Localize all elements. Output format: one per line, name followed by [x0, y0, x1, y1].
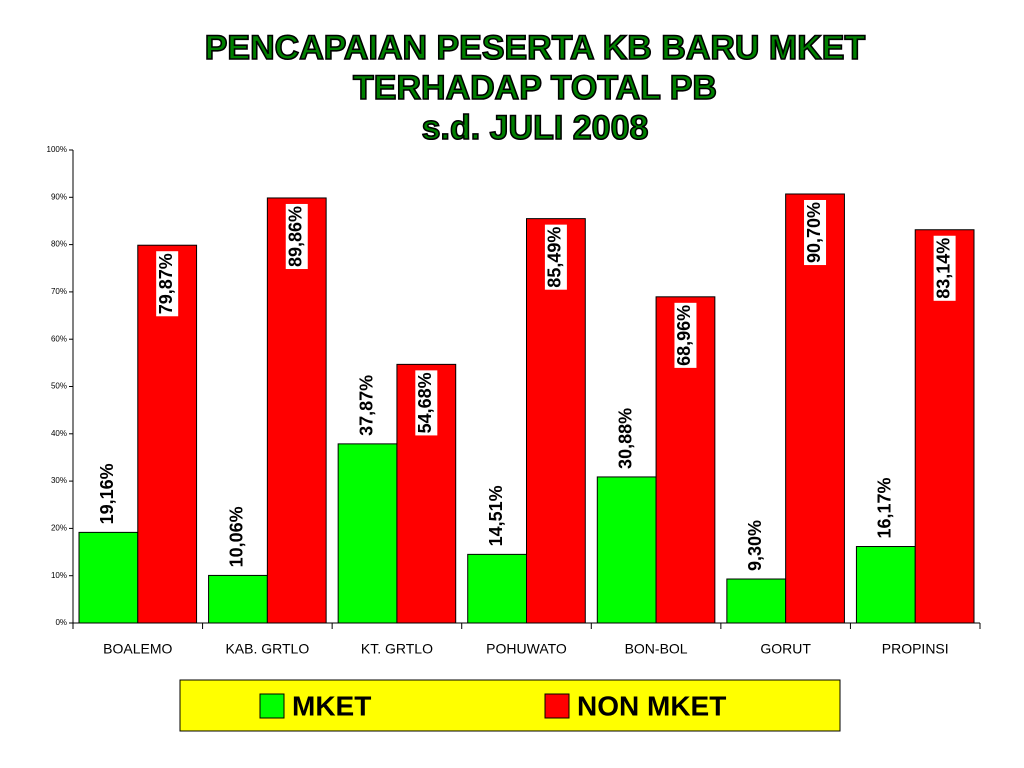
bar	[78, 531, 139, 624]
value-label: 85,49%	[545, 227, 565, 288]
value-label-group: 68,96%	[674, 302, 697, 368]
y-tick-label: 10%	[51, 571, 67, 580]
legend-box	[179, 679, 841, 732]
value-label: 14,51%	[486, 485, 506, 546]
value-label-background	[544, 224, 567, 290]
value-label-background	[674, 302, 697, 368]
bar	[726, 578, 787, 624]
legend-swatch	[259, 693, 285, 719]
value-label-background	[156, 251, 179, 317]
y-tick-label: 40%	[51, 429, 67, 438]
legend-swatch	[544, 693, 570, 719]
x-tick-label: PROPINSI	[882, 641, 949, 657]
x-tick-label: BON-BOL	[625, 641, 688, 657]
value-label: 90,70%	[804, 202, 824, 263]
value-label-group: 85,49%	[544, 224, 567, 290]
chart-title: TERHADAP TOTAL PB	[353, 69, 717, 107]
bar	[785, 193, 845, 624]
value-label: 54,68%	[415, 372, 435, 433]
x-tick-label: GORUT	[760, 641, 811, 657]
value-label-background	[415, 370, 438, 436]
value-label: 83,14%	[933, 238, 953, 299]
y-tick-label: 70%	[51, 287, 67, 296]
value-label: 37,87%	[356, 375, 376, 436]
value-label-group: 19,16%	[97, 463, 117, 524]
y-tick-label: 100%	[47, 145, 67, 154]
value-label: 68,96%	[674, 305, 694, 366]
value-label-group: 16,17%	[875, 477, 895, 538]
value-label-background	[285, 203, 308, 270]
y-tick-label: 90%	[51, 192, 67, 201]
value-label-background	[804, 199, 827, 266]
value-label: 79,87%	[156, 253, 176, 314]
value-label: 16,17%	[875, 477, 895, 538]
chart-title: PENCAPAIAN PESERTA KB BARU MKET	[205, 29, 866, 67]
value-label-group: 79,87%	[156, 251, 179, 317]
x-tick-label: POHUWATO	[486, 641, 567, 657]
y-tick-label: 0%	[55, 618, 67, 627]
x-tick-label: KT. GRTLO	[361, 641, 433, 657]
bar	[855, 546, 916, 624]
value-label-group: 37,87%	[356, 375, 376, 436]
y-tick-label: 30%	[51, 476, 67, 485]
bar	[596, 476, 657, 624]
value-label-group: 14,51%	[486, 485, 506, 546]
value-label-group: 89,86%	[285, 203, 308, 270]
y-tick-label: 60%	[51, 334, 67, 343]
value-label-background	[933, 235, 956, 301]
bar	[208, 574, 268, 624]
y-tick-label: 80%	[51, 240, 67, 249]
value-label-group: 54,68%	[415, 370, 438, 436]
chart-title: s.d. JULI 2008	[422, 109, 649, 147]
x-tick-label: BOALEMO	[103, 641, 172, 657]
value-label-group: 10,06%	[227, 506, 247, 567]
value-label: 10,06%	[227, 506, 247, 567]
bar	[337, 443, 398, 624]
legend-label: MKET	[292, 690, 371, 721]
legend-label: NON MKET	[577, 690, 726, 721]
value-label: 19,16%	[97, 463, 117, 524]
value-label-group: 9,30%	[745, 520, 765, 571]
bar	[467, 553, 528, 624]
value-label: 9,30%	[745, 520, 765, 571]
y-tick-label: 20%	[51, 524, 67, 533]
value-label-group: 83,14%	[933, 235, 956, 301]
y-tick-label: 50%	[51, 382, 67, 391]
value-label: 30,88%	[615, 408, 635, 469]
value-label-group: 90,70%	[804, 199, 827, 266]
x-tick-label: KAB. GRTLO	[225, 641, 309, 657]
value-label: 89,86%	[286, 206, 306, 267]
value-label-group: 30,88%	[615, 408, 635, 469]
